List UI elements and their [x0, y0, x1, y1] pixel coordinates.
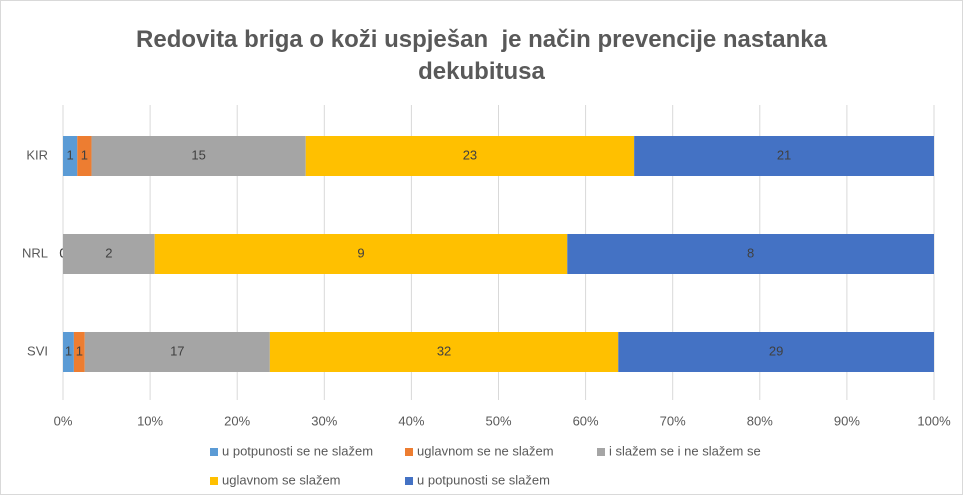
- bar-segment: [84, 332, 270, 372]
- data-label: 1: [67, 147, 74, 162]
- data-label: 29: [769, 343, 783, 358]
- data-label: 32: [437, 343, 451, 358]
- x-tick-label: 20%: [224, 413, 250, 428]
- bar-segment: [154, 234, 568, 274]
- x-tick-label: 70%: [660, 413, 686, 428]
- bar-segment: [618, 332, 934, 372]
- bar-segment: [73, 332, 85, 372]
- legend-label: u potpunosti se slažem: [417, 472, 550, 487]
- x-tick-label: 40%: [398, 413, 424, 428]
- y-tick-label: NRL: [22, 245, 48, 260]
- data-label: 23: [463, 147, 477, 162]
- x-tick-label: 80%: [747, 413, 773, 428]
- y-tick-label: KIR: [26, 147, 48, 162]
- legend-swatch: [210, 448, 218, 456]
- data-label: 1: [81, 147, 88, 162]
- x-tick-label: 0%: [54, 413, 73, 428]
- bar-segment: [305, 136, 635, 176]
- data-label: 17: [170, 343, 184, 358]
- data-label: 21: [777, 147, 791, 162]
- legend-swatch: [210, 477, 218, 485]
- x-tick-label: 30%: [311, 413, 337, 428]
- bar-segment: [63, 234, 155, 274]
- bar-segment: [269, 332, 619, 372]
- bar-segment: [634, 136, 934, 176]
- legend-label: uglavnom se slažem: [222, 472, 341, 487]
- y-tick-label: SVI: [27, 343, 48, 358]
- legend-label: u potpunosti se ne slažem: [222, 443, 373, 458]
- bar-segment: [91, 136, 306, 176]
- data-label: 15: [191, 147, 205, 162]
- bar-segment: [63, 136, 78, 176]
- data-label: 2: [105, 245, 112, 260]
- legend-swatch: [405, 448, 413, 456]
- x-tick-label: 60%: [573, 413, 599, 428]
- bar-segment: [567, 234, 934, 274]
- x-tick-label: 10%: [137, 413, 163, 428]
- x-tick-label: 90%: [834, 413, 860, 428]
- legend-label: uglavnom se ne slažem: [417, 443, 554, 458]
- legend-label: i slažem se i ne slažem se: [609, 443, 761, 458]
- legend-swatch: [597, 448, 605, 456]
- data-label: 9: [357, 245, 364, 260]
- data-label: 1: [76, 343, 83, 358]
- x-tick-label: 50%: [485, 413, 511, 428]
- bar-segment: [63, 332, 74, 372]
- data-label: 8: [747, 245, 754, 260]
- chart-title: Redovita briga o koži uspješan je način …: [136, 26, 834, 85]
- x-tick-label: 100%: [917, 413, 951, 428]
- legend-swatch: [405, 477, 413, 485]
- bar-segment: [77, 136, 92, 176]
- data-label: 1: [65, 343, 72, 358]
